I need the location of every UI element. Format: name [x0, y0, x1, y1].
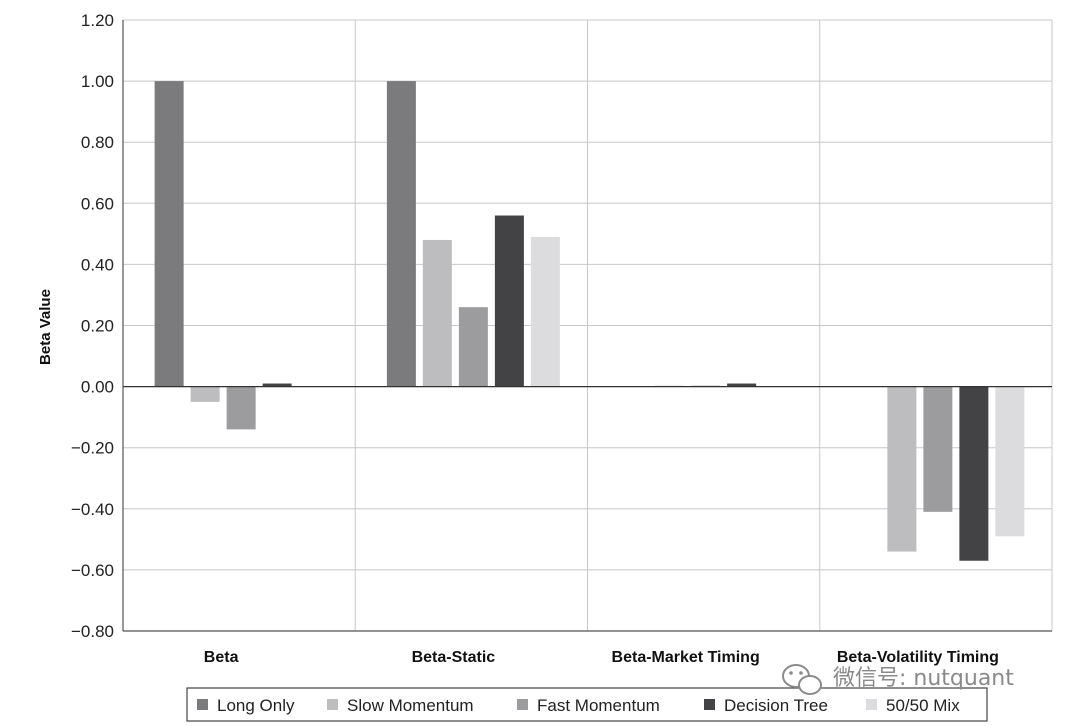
bar-long-only — [154, 81, 184, 387]
legend: Long Only Slow Momentum Fast Momentum Decis… — [186, 687, 988, 722]
category-label: Beta-Static — [412, 649, 496, 666]
bar-decision-tree — [262, 383, 292, 387]
y-tick-label: −0.80 — [71, 622, 114, 641]
bar-slow-momentum — [422, 239, 452, 387]
category-label: Beta-Volatility Timing — [837, 649, 999, 666]
legend-label: Slow Momentum — [347, 696, 474, 715]
y-tick-label: −0.20 — [71, 439, 114, 458]
legend-swatch — [866, 699, 877, 710]
bar-decision-tree — [494, 215, 524, 387]
legend-swatch — [704, 699, 715, 710]
bar-fast-momentum — [226, 386, 256, 430]
y-tick-label: 1.00 — [81, 72, 114, 91]
watermark-text: 微信号: nutquant — [833, 666, 1014, 691]
bar-fast-momentum — [923, 386, 953, 512]
legend-label: 50/50 Mix — [886, 696, 960, 715]
legend-swatch — [197, 699, 208, 710]
bar-decision-tree — [959, 386, 989, 561]
y-tick-label: 0.60 — [81, 194, 114, 213]
bar-decision-tree — [727, 383, 757, 387]
legend-box — [186, 687, 988, 722]
y-tick-label: 0.40 — [81, 255, 114, 274]
y-tick-label: 0.80 — [81, 133, 114, 152]
wechat-icon — [782, 664, 822, 695]
y-tick-label: −0.40 — [71, 500, 114, 519]
legend-swatch — [327, 699, 338, 710]
bar-50-50-mix — [530, 236, 560, 387]
x-axis-categories: Beta Beta-Static Beta-Market Timing Beta-Vo… — [204, 649, 999, 666]
y-tick-label: 0.20 — [81, 317, 114, 336]
y-axis-label: Beta Value — [37, 289, 54, 365]
bar-long-only — [386, 81, 416, 387]
category-label: Beta — [204, 649, 239, 666]
bar-fast-momentum — [458, 307, 488, 387]
legend-label: Fast Momentum — [537, 696, 660, 715]
y-tick-label: −0.60 — [71, 561, 114, 580]
bar-slow-momentum — [190, 386, 220, 402]
y-tick-label: 0.00 — [81, 378, 114, 397]
category-label: Beta-Market Timing — [612, 649, 760, 666]
bar-50-50-mix — [995, 386, 1025, 537]
bars — [122, 20, 1052, 632]
bar-slow-momentum — [887, 386, 917, 552]
y-tick-label: 1.20 — [81, 11, 114, 30]
y-axis-ticks: 1.20 1.00 0.80 0.60 0.40 0.20 0.00 −0.20 −0.40 −0… — [71, 11, 114, 641]
legend-swatch — [517, 699, 528, 710]
legend-label: Long Only — [217, 696, 295, 715]
legend-label: Decision Tree — [724, 696, 828, 715]
watermark: 微信号: nutquant — [782, 664, 1014, 695]
